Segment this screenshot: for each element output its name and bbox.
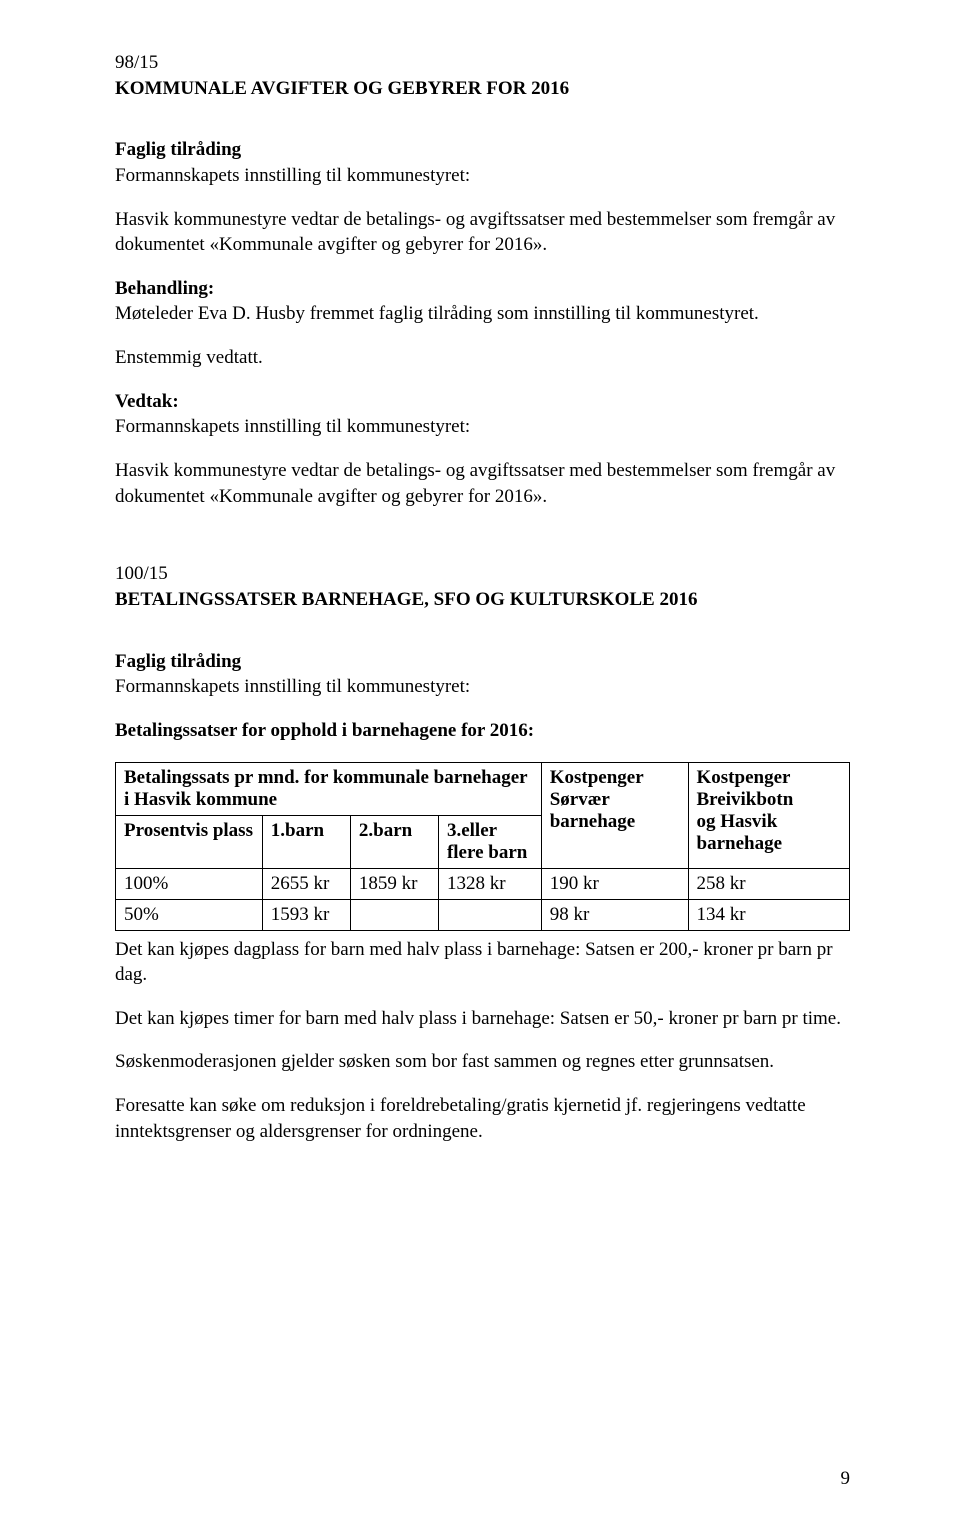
table-header-col-e: Kostpenger Sørvær barnehage bbox=[541, 762, 688, 868]
section2-title: BETALINGSSATSER BARNEHAGE, SFO OG KULTUR… bbox=[115, 587, 850, 613]
row2-a: Prosentvis plass bbox=[116, 815, 263, 868]
hdr-f-d: barnehage bbox=[697, 833, 783, 854]
enstemmig-text: Enstemmig vedtatt. bbox=[115, 345, 850, 371]
hdr-e-b: Sørvær bbox=[550, 789, 610, 810]
hdr-e-a: Kostpenger bbox=[550, 767, 644, 788]
vedtak-formann: Formannskapets innstilling til kommunest… bbox=[115, 414, 850, 440]
hdr-f-b: Breivikbotn bbox=[697, 789, 794, 810]
footer-p4-b: inntektsgrenser og aldersgrenser for ord… bbox=[115, 1119, 850, 1145]
row2-d-a: 3.eller bbox=[447, 820, 497, 841]
hdr-f-c: og Hasvik bbox=[697, 811, 778, 832]
row4-f: 134 kr bbox=[688, 899, 850, 930]
row4-c bbox=[350, 899, 438, 930]
hdr-e-c: barnehage bbox=[550, 811, 636, 832]
row4-d bbox=[438, 899, 541, 930]
row3-e: 190 kr bbox=[541, 868, 688, 899]
formann-line-2: Formannskapets innstilling til kommunest… bbox=[115, 674, 850, 700]
section1-title: KOMMUNALE AVGIFTER OG GEBYRER FOR 2016 bbox=[115, 76, 850, 102]
row3-b: 2655 kr bbox=[262, 868, 350, 899]
faglig-label-2: Faglig tilråding bbox=[115, 649, 850, 675]
vedtak-label: Vedtak: bbox=[115, 389, 850, 415]
row4-e: 98 kr bbox=[541, 899, 688, 930]
case-number-1: 98/15 bbox=[115, 50, 850, 76]
page-number: 9 bbox=[841, 1468, 851, 1490]
footer-p2: Det kan kjøpes timer for barn med halv p… bbox=[115, 1006, 850, 1032]
footer-p4-a: Foresatte kan søke om reduksjon i foreld… bbox=[115, 1093, 850, 1119]
table-row: Betalingssats pr mnd. for kommunale barn… bbox=[116, 762, 850, 815]
table-row: 50% 1593 kr 98 kr 134 kr bbox=[116, 899, 850, 930]
body2-line-b: dokumentet «Kommunale avgifter og gebyre… bbox=[115, 484, 850, 510]
behandling-text: Møteleder Eva D. Husby fremmet faglig ti… bbox=[115, 301, 850, 327]
row3-a: 100% bbox=[116, 868, 263, 899]
hdr-f-a: Kostpenger bbox=[697, 767, 791, 788]
row2-d-b: flere barn bbox=[447, 842, 527, 863]
row2-b: 1.barn bbox=[262, 815, 350, 868]
hdr-left-b: i Hasvik kommune bbox=[124, 789, 277, 810]
table-header-left: Betalingssats pr mnd. for kommunale barn… bbox=[116, 762, 542, 815]
case-number-2: 100/15 bbox=[115, 561, 850, 587]
row2-c: 2.barn bbox=[350, 815, 438, 868]
faglig-label-1: Faglig tilråding bbox=[115, 137, 850, 163]
footer-p1-b: dag. bbox=[115, 962, 850, 988]
row3-d: 1328 kr bbox=[438, 868, 541, 899]
hdr-left-a: Betalingssats pr mnd. for kommunale barn… bbox=[124, 767, 528, 788]
rates-table: Betalingssats pr mnd. for kommunale barn… bbox=[115, 762, 850, 931]
behandling-label: Behandling: bbox=[115, 276, 850, 302]
row4-b: 1593 kr bbox=[262, 899, 350, 930]
body2-line-a: Hasvik kommunestyre vedtar de betalings-… bbox=[115, 458, 850, 484]
body1-line-a: Hasvik kommunestyre vedtar de betalings-… bbox=[115, 207, 850, 233]
document-page: 98/15 KOMMUNALE AVGIFTER OG GEBYRER FOR … bbox=[0, 0, 960, 1514]
footer-p3: Søskenmoderasjonen gjelder søsken som bo… bbox=[115, 1049, 850, 1075]
subheading: Betalingssatser for opphold i barnehagen… bbox=[115, 718, 850, 744]
row2-d: 3.eller flere barn bbox=[438, 815, 541, 868]
footer-p1-a: Det kan kjøpes dagplass for barn med hal… bbox=[115, 937, 850, 963]
table-row: 100% 2655 kr 1859 kr 1328 kr 190 kr 258 … bbox=[116, 868, 850, 899]
table-header-col-f: Kostpenger Breivikbotn og Hasvik barneha… bbox=[688, 762, 850, 868]
formann-line-1: Formannskapets innstilling til kommunest… bbox=[115, 163, 850, 189]
row4-a: 50% bbox=[116, 899, 263, 930]
row3-f: 258 kr bbox=[688, 868, 850, 899]
body1-line-b: dokumentet «Kommunale avgifter og gebyre… bbox=[115, 232, 850, 258]
row3-c: 1859 kr bbox=[350, 868, 438, 899]
